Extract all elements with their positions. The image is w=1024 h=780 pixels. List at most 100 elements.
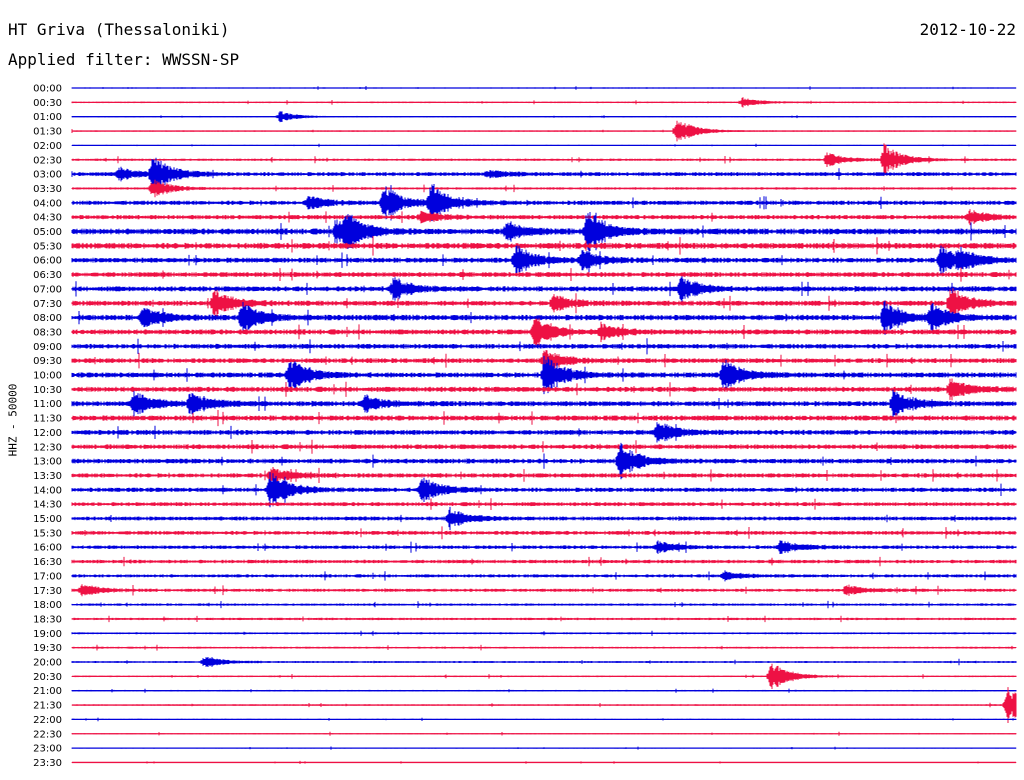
trace-0600 (71, 245, 1017, 275)
time-label-1930: 19:30 (33, 643, 62, 654)
trace-0300 (71, 157, 1017, 191)
trace-1800 (71, 600, 1017, 609)
trace-1900 (71, 630, 1017, 636)
time-label-0030: 00:30 (33, 98, 62, 109)
trace-1230 (71, 439, 1017, 454)
trace-1530 (71, 526, 1017, 540)
trace-1400 (71, 472, 1017, 508)
time-label-1030: 10:30 (33, 385, 62, 396)
seismic-traces (71, 86, 1017, 764)
trace-1630 (71, 556, 1017, 567)
time-label-0800: 08:00 (33, 313, 62, 324)
trace-0630 (71, 267, 1017, 282)
trace-1500 (71, 506, 1017, 531)
trace-0200 (71, 143, 1017, 148)
trace-2300 (71, 746, 1017, 750)
time-label-2000: 20:00 (33, 658, 62, 669)
trace-1130 (71, 410, 1017, 427)
time-label-0000: 00:00 (33, 84, 62, 95)
time-label-0830: 08:30 (33, 327, 62, 338)
time-label-0130: 01:30 (33, 127, 62, 138)
trace-2030 (71, 663, 1017, 689)
trace-1330 (71, 467, 1017, 484)
trace-1030 (71, 378, 1017, 401)
trace-0400 (71, 184, 1017, 222)
time-axis-labels: 00:00 00:30 01:00 01:30 02:00 02:30 03:00 03:30… (33, 84, 62, 769)
time-label-0700: 07:00 (33, 284, 62, 295)
time-label-0430: 04:30 (33, 213, 62, 224)
time-label-1400: 14:00 (33, 485, 62, 496)
trace-1300 (71, 442, 1017, 480)
trace-1100 (71, 389, 1017, 418)
time-label-1500: 15:00 (33, 514, 62, 525)
time-label-1330: 13:30 (33, 471, 62, 482)
time-label-0330: 03:30 (33, 184, 62, 195)
time-label-1000: 10:00 (33, 371, 62, 382)
time-label-1300: 13:00 (33, 457, 62, 468)
time-label-1430: 14:30 (33, 500, 62, 511)
time-label-1700: 17:00 (33, 571, 62, 582)
trace-0330 (71, 179, 1017, 198)
time-label-1830: 18:30 (33, 614, 62, 625)
trace-1430 (71, 498, 1017, 510)
time-label-0200: 02:00 (33, 141, 62, 152)
time-label-1630: 16:30 (33, 557, 62, 568)
time-label-1230: 12:30 (33, 442, 62, 453)
time-label-2130: 21:30 (33, 701, 62, 712)
time-label-0600: 06:00 (33, 256, 62, 267)
time-label-1130: 11:30 (33, 414, 62, 425)
trace-0730 (71, 288, 1017, 319)
station-title: HT Griva (Thessaloniki) (8, 20, 230, 39)
trace-0900 (71, 338, 1017, 355)
trace-2100 (71, 688, 1017, 693)
time-label-0230: 02:30 (33, 155, 62, 166)
time-label-1800: 18:00 (33, 600, 62, 611)
time-label-1100: 11:00 (33, 399, 62, 410)
time-label-0630: 06:30 (33, 270, 62, 281)
trace-0030 (71, 97, 1017, 108)
trace-0000 (71, 86, 1017, 90)
time-label-0100: 01:00 (33, 112, 62, 123)
trace-0430 (71, 209, 1017, 226)
time-label-1600: 16:00 (33, 543, 62, 554)
time-label-2230: 22:30 (33, 729, 62, 740)
trace-1930 (71, 644, 1017, 651)
trace-1200 (71, 422, 1017, 443)
trace-0100 (71, 111, 1017, 123)
trace-0700 (71, 276, 1017, 302)
time-label-0930: 09:30 (33, 356, 62, 367)
trace-0500 (71, 212, 1017, 251)
time-label-0400: 04:00 (33, 198, 62, 209)
trace-0530 (71, 236, 1017, 256)
time-label-0730: 07:30 (33, 299, 62, 310)
time-label-0500: 05:00 (33, 227, 62, 238)
time-label-0900: 09:00 (33, 342, 62, 353)
trace-2000 (71, 657, 1017, 667)
trace-2200 (71, 717, 1017, 722)
time-label-1530: 15:30 (33, 528, 62, 539)
trace-0230 (71, 143, 1017, 177)
date-label: 2012-10-22 (919, 20, 1016, 39)
time-label-2330: 23:30 (33, 758, 62, 769)
trace-1000 (71, 355, 1017, 395)
trace-1700 (71, 570, 1017, 582)
trace-1730 (71, 584, 1017, 597)
trace-0130 (71, 120, 1017, 142)
trace-2330 (71, 760, 1017, 764)
trace-2230 (71, 731, 1017, 736)
time-label-1200: 12:00 (33, 428, 62, 439)
trace-0800 (71, 300, 1017, 335)
trace-2130 (71, 687, 1017, 723)
time-label-2300: 23:00 (33, 744, 62, 755)
trace-0830 (71, 318, 1017, 346)
time-label-2200: 22:00 (33, 715, 62, 726)
time-label-1730: 17:30 (33, 586, 62, 597)
filter-label: Applied filter: WWSSN-SP (8, 50, 240, 69)
trace-0930 (71, 350, 1017, 372)
time-label-0530: 05:30 (33, 241, 62, 252)
time-label-0300: 03:00 (33, 170, 62, 181)
time-label-2100: 21:00 (33, 686, 62, 697)
time-label-1900: 19:00 (33, 629, 62, 640)
trace-1600 (71, 540, 1017, 554)
